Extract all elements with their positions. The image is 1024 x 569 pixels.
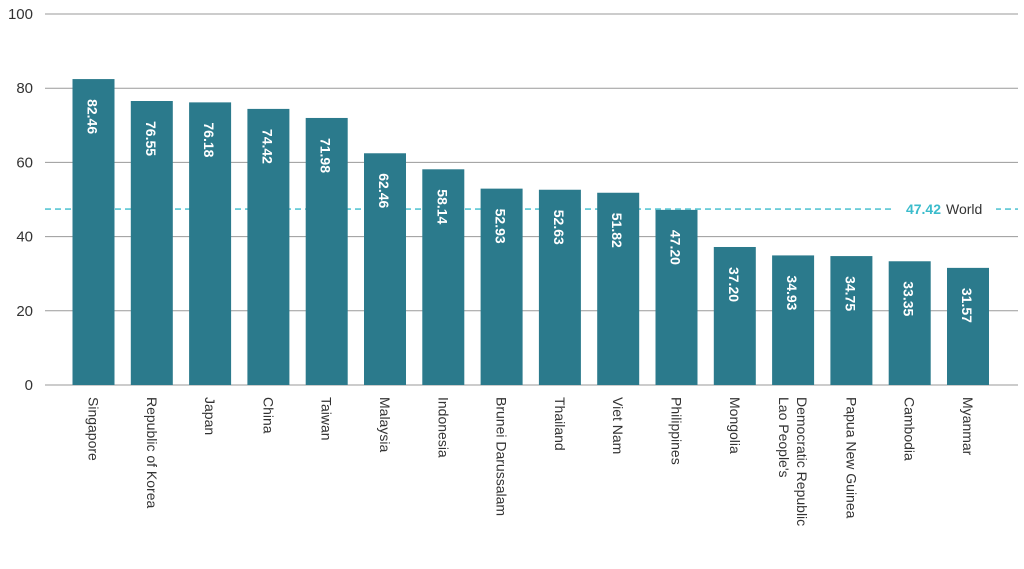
bar-thailand [538, 189, 581, 385]
bar-value-label-taiwan: 71.98 [318, 138, 334, 173]
bar-value-label-thailand: 52.63 [551, 210, 567, 245]
category-label-myanmar: Myanmar [960, 397, 976, 456]
bar-cambodia [888, 261, 931, 385]
world-name-label: World [946, 201, 982, 217]
bar-value-label-mongolia: 37.20 [726, 267, 742, 302]
y-axis-ticks: 0 20 40 60 80 100 [8, 6, 33, 394]
bar-indonesia [422, 169, 465, 385]
bar-philippines [655, 209, 698, 385]
category-label-republic-of-korea: Republic of Korea [144, 397, 160, 509]
bars [72, 79, 989, 386]
bar-papua-new-guinea [830, 256, 873, 385]
bar-mongolia [713, 246, 756, 385]
bar-singapore [72, 79, 115, 386]
category-label-papua-new-guinea: Papua New Guinea [843, 397, 859, 519]
category-label-thailand: Thailand [552, 397, 568, 451]
bar-china [247, 108, 290, 386]
bar-brunei-darussalam [480, 188, 523, 385]
bar-value-label-cambodia: 33.35 [901, 281, 917, 316]
category-label-cambodia: Cambodia [902, 397, 918, 461]
category-label-singapore: Singapore [86, 397, 102, 461]
bar-value-label-brunei-darussalam: 52.93 [493, 209, 509, 244]
bar-value-label-philippines: 47.20 [668, 230, 684, 265]
bar-japan [189, 102, 232, 386]
category-label-taiwan: Taiwan [319, 397, 335, 441]
category-label-lao-people-s-democratic-republic-line-2: Democratic Republic [794, 397, 810, 526]
bar-taiwan [305, 117, 348, 386]
bar-value-label-papua-new-guinea: 34.75 [842, 276, 858, 311]
category-label-malaysia: Malaysia [377, 397, 393, 452]
bar-value-label-japan: 76.18 [201, 122, 217, 157]
y-tick-label-40: 40 [16, 229, 33, 246]
category-label-japan: Japan [202, 397, 218, 435]
world-reference-label: 47.42 World [892, 199, 996, 220]
y-tick-label-60: 60 [16, 154, 33, 171]
y-tick-label-0: 0 [25, 377, 33, 394]
bar-value-label-viet-nam: 51.82 [609, 213, 625, 248]
bar-value-label-lao-people-s-democratic-republic: 34.93 [784, 275, 800, 310]
bar-value-label-singapore: 82.46 [85, 99, 101, 134]
bar-viet-nam [597, 192, 640, 385]
category-label-china: China [260, 397, 276, 434]
world-value-label: 47.42 [906, 201, 941, 217]
bar-myanmar [947, 267, 989, 385]
y-tick-label-20: 20 [16, 303, 33, 320]
category-label-viet-nam: Viet Nam [610, 397, 626, 454]
category-label-indonesia: Indonesia [435, 397, 451, 458]
bar-value-label-myanmar: 31.57 [959, 288, 975, 323]
bar-value-label-malaysia: 62.46 [376, 173, 392, 208]
category-label-brunei-darussalam: Brunei Darussalam [494, 397, 510, 516]
category-label-lao-people-s-democratic-republic-line-1: Lao People's [776, 397, 792, 478]
bar-value-labels: 82.46 76.55 76.18 74.42 71.98 62.46 58.14 52.93… [85, 99, 976, 323]
bar-value-label-republic-of-korea: 76.55 [143, 121, 159, 156]
y-tick-label-80: 80 [16, 80, 33, 97]
y-tick-label-100: 100 [8, 6, 33, 23]
category-labels: Singapore Republic of Korea Japan China Taiw… [86, 397, 977, 526]
bar-malaysia [364, 153, 406, 385]
category-label-mongolia: Mongolia [727, 397, 743, 454]
category-label-philippines: Philippines [669, 397, 685, 465]
bar-lao-people-s-democratic-republic [772, 255, 815, 385]
bar-value-label-china: 74.42 [259, 129, 275, 164]
bar-republic-of-korea [130, 100, 173, 385]
bar-value-label-indonesia: 58.14 [434, 189, 450, 224]
world-label-background [892, 199, 996, 220]
